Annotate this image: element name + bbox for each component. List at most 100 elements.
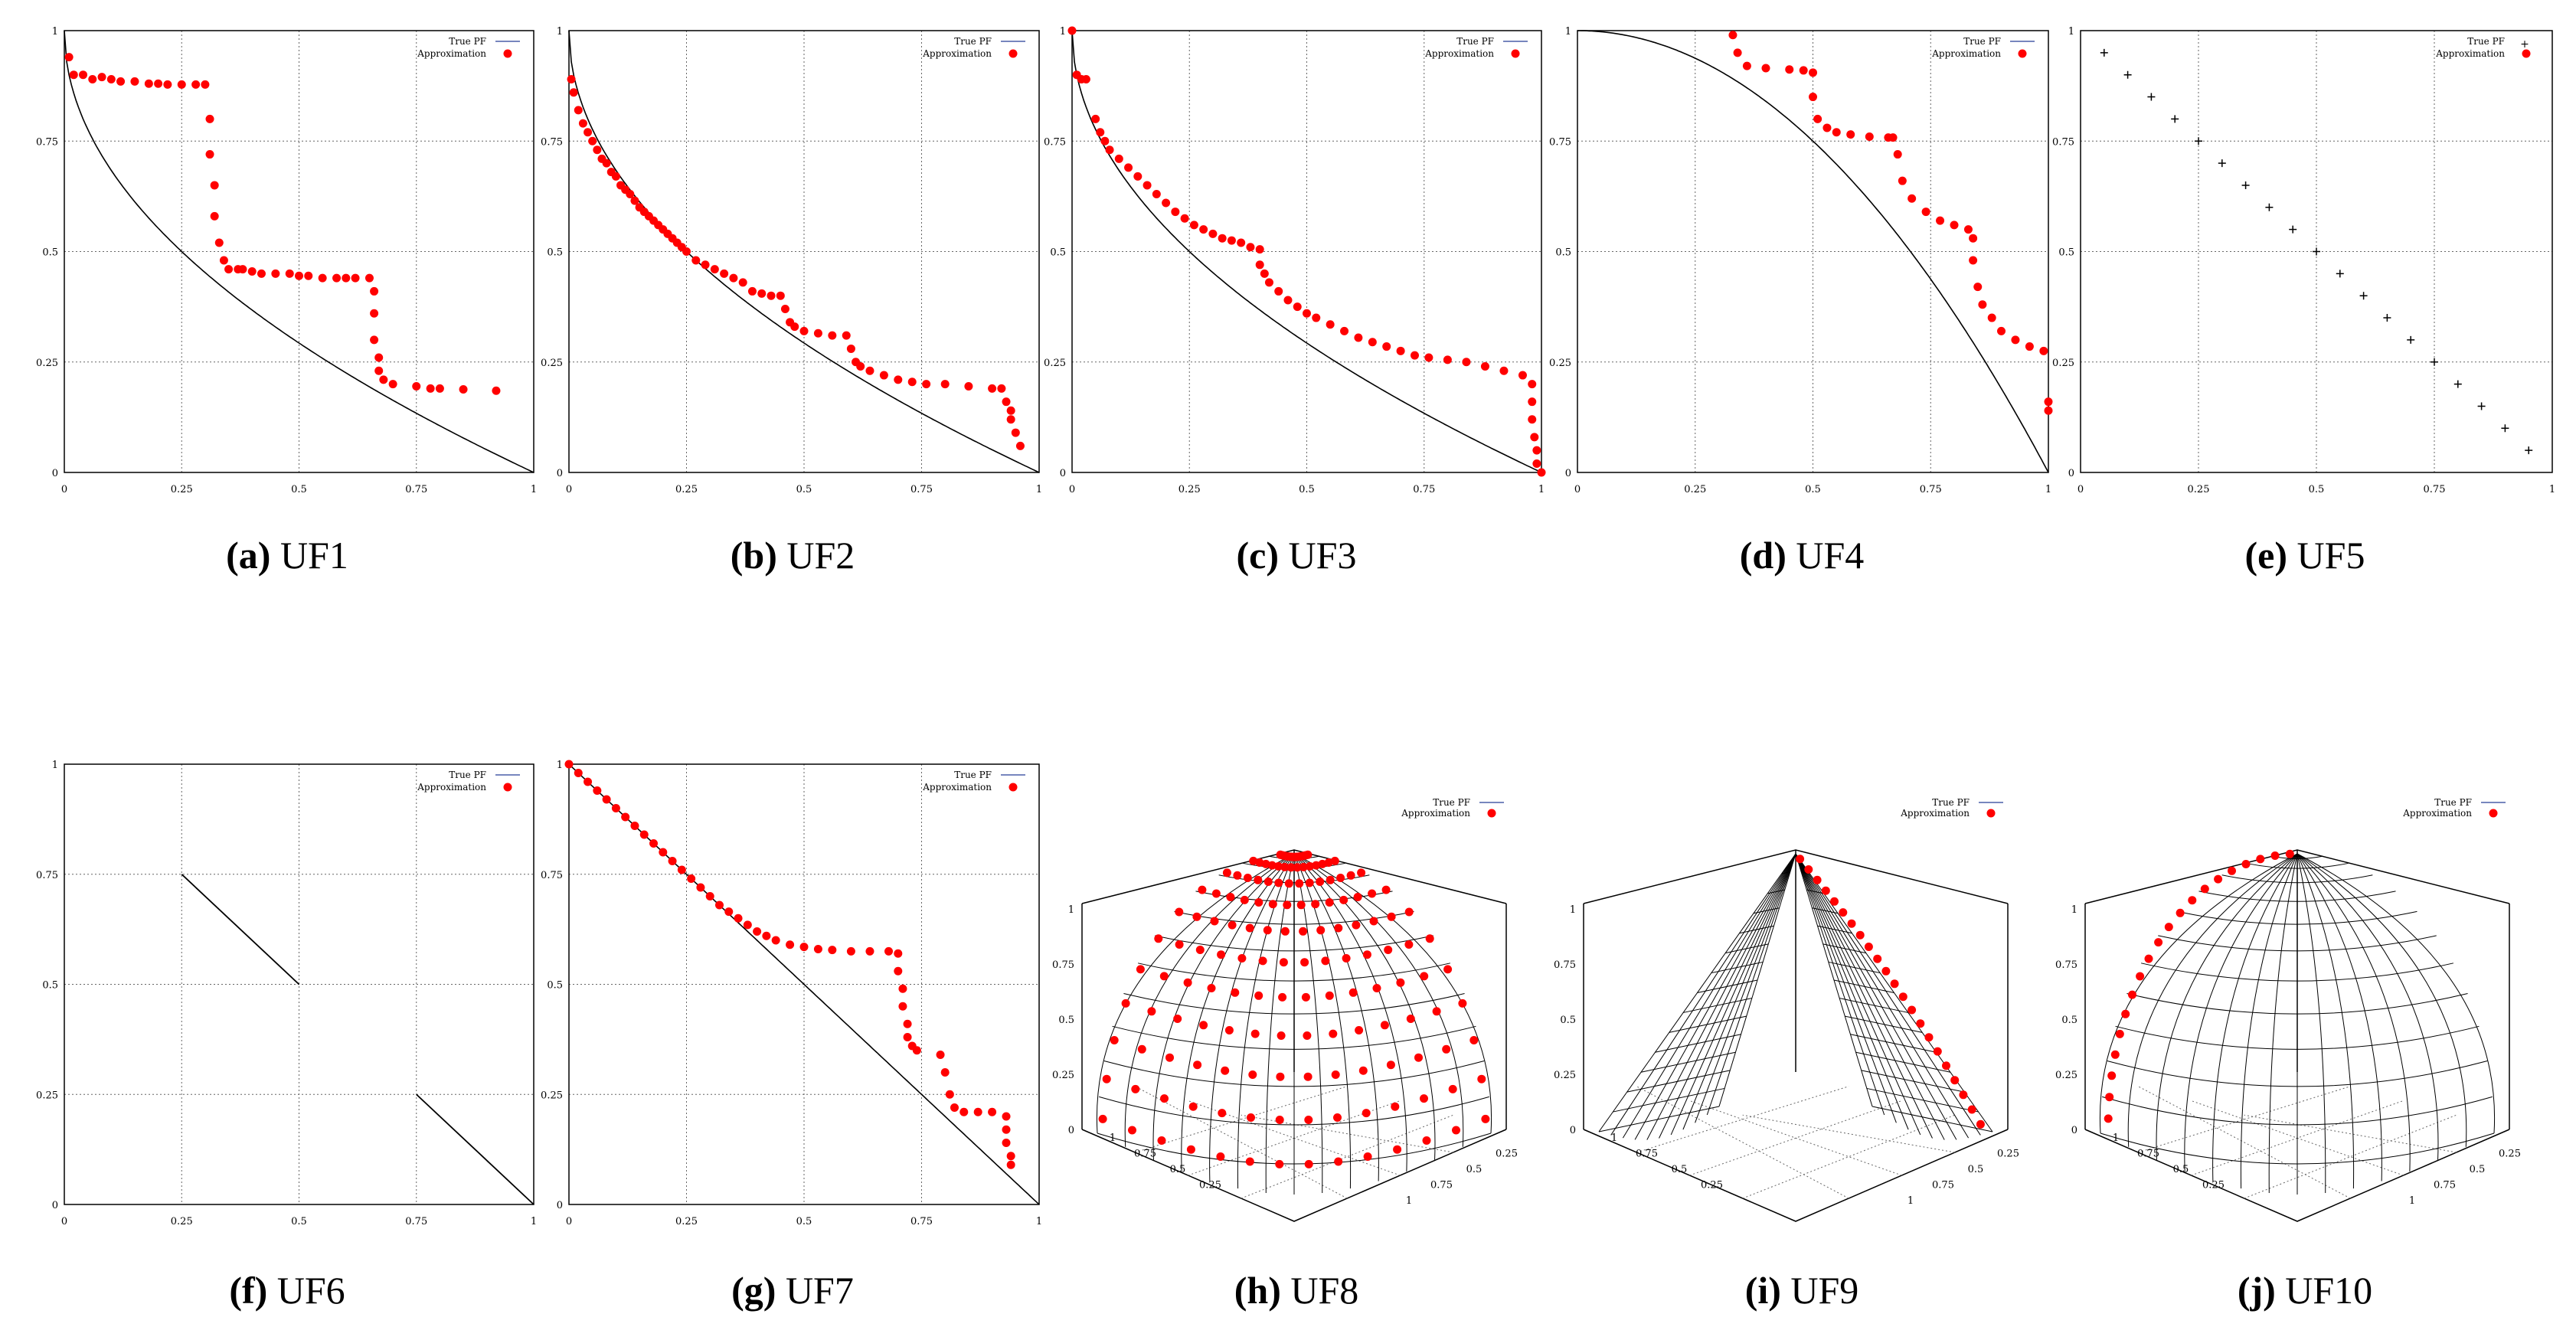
approximation-point <box>1248 1070 1257 1079</box>
approximation-point <box>370 309 379 318</box>
x-tick-label: 0.75 <box>910 484 933 495</box>
approximation-point <box>2044 406 2053 415</box>
approximation-point <box>1354 333 1363 342</box>
approximation-point <box>435 384 444 393</box>
x-tick-label: 0.25 <box>1684 484 1706 495</box>
approximation-point <box>116 77 126 86</box>
surface-line <box>1753 907 1780 914</box>
approximation-point <box>1301 992 1310 1002</box>
approximation-point <box>1898 176 1907 185</box>
surface-line <box>1866 1087 1979 1113</box>
approximation-point <box>1295 879 1304 888</box>
approximation-point <box>1233 871 1242 880</box>
legend-approximation-label: Approximation <box>1424 48 1494 59</box>
approximation-point <box>130 77 139 86</box>
approximation-point <box>1305 878 1314 887</box>
approximation-point <box>602 795 611 804</box>
y-tick-label: 0.75 <box>541 136 563 148</box>
approximation-point <box>1124 163 1133 172</box>
caption-uf8: (h) UF8 <box>1234 1269 1359 1312</box>
approximation-point <box>1420 972 1429 981</box>
approximation-point <box>1002 397 1011 407</box>
approximation-point <box>1888 133 1898 142</box>
y-tick-label: 0.5 <box>42 247 58 259</box>
approximation-point <box>1822 123 1832 132</box>
approximation-point <box>1997 326 2006 335</box>
approximation-point <box>799 943 809 952</box>
approximation-point <box>379 375 388 384</box>
approximation-point <box>1316 926 1326 935</box>
surface-line <box>1812 907 1839 914</box>
approximation-point <box>1978 300 1987 309</box>
z-tick-label: 0.25 <box>1554 1070 1576 1081</box>
approximation-point <box>1477 1074 1486 1083</box>
approximation-point <box>1839 908 1848 917</box>
approximation-point <box>1195 946 1205 954</box>
approximation-point <box>898 984 907 993</box>
approximation-point <box>813 328 822 338</box>
approximation-point <box>1368 338 1377 347</box>
surface-meridian <box>1265 853 1295 1193</box>
surface-line <box>1622 853 1796 1139</box>
chart-uf3: 0 0.25 0.5 0.75 1 0 0.25 0.5 0.75 1 True PFApproxi… <box>1044 26 1546 577</box>
approximation-point <box>1458 998 1467 1008</box>
approximation-point <box>729 273 738 283</box>
y-tick-label: 0.25 <box>541 358 563 369</box>
approximation-point <box>1015 441 1025 450</box>
approximation-point <box>1299 862 1308 871</box>
true-pf-point <box>2477 402 2486 410</box>
caption-name: UF2 <box>777 534 855 577</box>
approximation-point <box>1286 863 1296 872</box>
plot-frame <box>1071 30 1542 473</box>
approximation-point <box>1331 1070 1340 1079</box>
floor-grid <box>1742 1114 1955 1153</box>
approximation-point <box>1131 1084 1140 1093</box>
true-pf-segment <box>416 1093 534 1205</box>
approximation-point <box>1208 229 1218 238</box>
caption-uf4: (d) UF4 <box>1740 534 1865 577</box>
approximation-point <box>1396 978 1405 987</box>
approximation-point <box>1264 278 1273 287</box>
surface-line <box>1711 961 1764 974</box>
approximation-point <box>1304 1159 1313 1168</box>
approximation-point <box>1432 1007 1441 1016</box>
approximation-point <box>1296 900 1306 910</box>
y-tick-label: 0 <box>557 468 563 479</box>
approximation-point <box>426 384 435 393</box>
approximation-point <box>1881 966 1891 976</box>
approximation-point <box>1363 1152 1372 1161</box>
surface-line <box>1695 853 1796 1123</box>
chart-uf8: 00.250.50.75110.750.50.250.250.50.751Tru… <box>1052 797 1518 1312</box>
surface-meridian <box>1293 853 1379 1181</box>
approximation-point <box>2176 908 2185 917</box>
x-tick-label: 0.75 <box>2424 484 2446 495</box>
approximation-point <box>936 1051 945 1059</box>
approximation-point <box>1276 1072 1285 1081</box>
surface-line <box>1670 853 1796 1136</box>
approximation-point <box>1096 128 1105 137</box>
box-frame <box>1583 849 2009 1129</box>
approximation-point <box>584 128 593 137</box>
approximation-point <box>1006 1152 1015 1161</box>
legend-approximation-marker <box>2489 809 2498 818</box>
y-tick-label: 0.25 <box>36 358 58 369</box>
legend-approximation-label: Approximation <box>922 48 992 59</box>
x-tick-label: 0.5 <box>1672 1164 1688 1175</box>
approximation-point <box>1924 1033 1934 1042</box>
approximation-point <box>1396 346 1405 355</box>
z-tick-label: 1 <box>2071 904 2077 916</box>
floor-grid <box>1135 1086 1348 1199</box>
approximation-point <box>747 286 757 296</box>
legend-true-pf-label: True PF <box>954 36 992 47</box>
y-tick-label: 1 <box>1565 26 1571 38</box>
approximation-point <box>79 70 88 80</box>
approximation-point <box>1950 221 1959 230</box>
approximation-point <box>1274 878 1283 887</box>
approximation-point <box>1299 927 1308 936</box>
approximation-point <box>210 211 219 221</box>
caption-name: UF7 <box>776 1269 853 1312</box>
y-tick-label: 0.75 <box>1932 1180 1954 1191</box>
surface-meridian <box>2296 853 2467 1147</box>
true-pf-segment <box>181 874 300 985</box>
approximation-point <box>569 88 578 97</box>
